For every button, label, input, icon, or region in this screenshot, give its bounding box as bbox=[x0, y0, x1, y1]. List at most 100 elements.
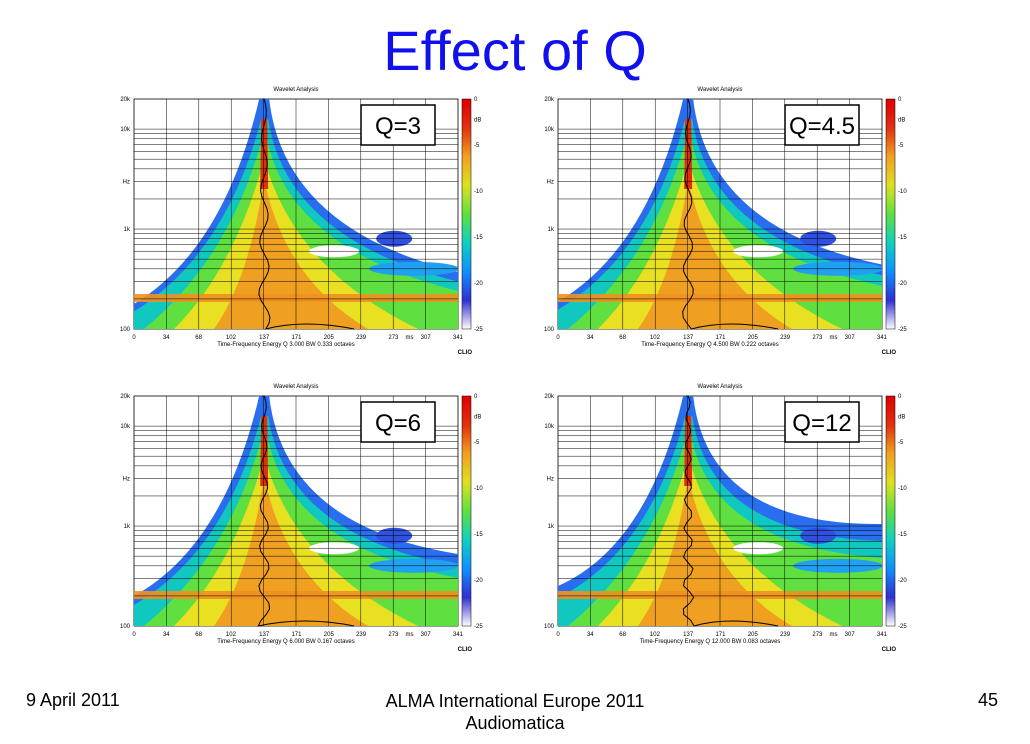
colorbar-tick-label: -5 bbox=[474, 143, 480, 149]
x-tick-label: 34 bbox=[587, 632, 594, 638]
colorbar-tick-label: dB bbox=[898, 118, 905, 124]
y-tick-label: 100 bbox=[120, 624, 131, 630]
brand-label: CLIO bbox=[882, 350, 897, 356]
svg-text:Q=6: Q=6 bbox=[375, 410, 421, 437]
x-tick-label: ms bbox=[830, 632, 838, 638]
x-tick-label: 273 bbox=[812, 632, 823, 638]
x-tick-label: ms bbox=[406, 335, 414, 341]
x-tick-label: 68 bbox=[195, 632, 202, 638]
page-number: 45 bbox=[977, 690, 998, 710]
y-tick-label: 100 bbox=[544, 624, 555, 630]
wavelet-panel-q4-5: Wavelet Analysis Q=4.5 20k 10k Hz 1k 100 0 34 68 1… bbox=[530, 84, 910, 374]
y-tick-label: 1k bbox=[124, 524, 131, 530]
energy-curve bbox=[682, 98, 779, 330]
x-tick-label: 0 bbox=[132, 632, 136, 638]
x-tick-label: 205 bbox=[748, 632, 759, 638]
colorbar bbox=[885, 395, 896, 627]
plot-title: Wavelet Analysis bbox=[697, 87, 742, 93]
y-tick-label: 10k bbox=[120, 127, 131, 133]
x-tick-label: ms bbox=[830, 335, 838, 341]
x-tick-label: 34 bbox=[163, 632, 170, 638]
x-tick-label: 307 bbox=[421, 632, 432, 638]
colorbar-tick-label: -10 bbox=[474, 486, 483, 492]
y-tick-label: 100 bbox=[544, 327, 555, 333]
x-tick-label: 0 bbox=[132, 335, 136, 341]
x-tick-label: 171 bbox=[291, 335, 302, 341]
x-tick-label: 239 bbox=[780, 632, 791, 638]
q-label: Q=12 bbox=[784, 401, 860, 443]
x-tick-label: 102 bbox=[226, 632, 237, 638]
x-tick-label: 171 bbox=[715, 335, 726, 341]
colorbar-tick-label: -15 bbox=[474, 235, 483, 241]
colorbar-tick-label: -15 bbox=[898, 532, 907, 538]
x-axis-caption: Time-Frequency Energy Q 4.500 BW 0.222 o… bbox=[641, 342, 779, 348]
x-tick-label: 0 bbox=[556, 632, 560, 638]
y-tick-label: 20k bbox=[120, 97, 131, 103]
x-tick-label: 171 bbox=[715, 632, 726, 638]
y-tick-label: 1k bbox=[124, 227, 131, 233]
brand-label: CLIO bbox=[882, 647, 897, 653]
plot-title: Wavelet Analysis bbox=[273, 384, 318, 390]
colorbar-tick-label: -25 bbox=[898, 624, 907, 630]
x-tick-label: 307 bbox=[845, 632, 856, 638]
colorbar-tick-label: -20 bbox=[898, 281, 907, 287]
colorbar-tick-label: dB bbox=[898, 415, 905, 421]
slide-title: Effect of Q bbox=[383, 19, 647, 82]
x-tick-label: ms bbox=[406, 632, 414, 638]
colorbar-tick-label: -25 bbox=[474, 327, 483, 333]
colorbar-tick-label: -15 bbox=[898, 235, 907, 241]
colorbar-tick-label: -10 bbox=[898, 189, 907, 195]
x-tick-label: 0 bbox=[556, 335, 560, 341]
colorbar-tick-label: -20 bbox=[474, 578, 483, 584]
x-tick-label: 205 bbox=[748, 335, 759, 341]
energy-curve bbox=[258, 98, 355, 330]
x-tick-label: 205 bbox=[324, 335, 335, 341]
colorbar bbox=[461, 395, 472, 627]
footer-event-name: ALMA International Europe 2011 bbox=[385, 691, 645, 711]
x-tick-label: 205 bbox=[324, 632, 335, 638]
y-tick-label: 10k bbox=[544, 424, 555, 430]
colorbar-tick-label: 0 bbox=[898, 97, 902, 103]
colorbar-tick-label: dB bbox=[474, 118, 481, 124]
wavelet-panel-q6: Wavelet Analysis Q=6 20k 10k Hz 1k 100 0 34 68 102… bbox=[106, 381, 486, 671]
x-axis-caption: Time-Frequency Energy Q 3.000 BW 0.333 o… bbox=[217, 342, 355, 348]
footer-date: 9 April 2011 bbox=[26, 690, 120, 710]
energy-curve bbox=[257, 395, 355, 627]
footer-event: ALMA International Europe 2011 Audiomati… bbox=[0, 690, 1030, 734]
q-label: Q=6 bbox=[360, 401, 436, 443]
brand-label: CLIO bbox=[458, 647, 473, 653]
plot-title: Wavelet Analysis bbox=[273, 87, 318, 93]
colorbar-tick-label: -5 bbox=[898, 440, 904, 446]
x-tick-label: 137 bbox=[683, 632, 694, 638]
y-tick-label: 10k bbox=[120, 424, 131, 430]
colorbar-tick-label: -5 bbox=[898, 143, 904, 149]
colorbar-tick-label: -10 bbox=[474, 189, 483, 195]
x-tick-label: 239 bbox=[356, 335, 367, 341]
svg-text:Q=4.5: Q=4.5 bbox=[789, 113, 855, 140]
wavelet-panel-q3: Wavelet Analysis Q=3 20k 10k Hz 1k 100 0 34 68 102… bbox=[106, 84, 486, 374]
x-tick-label: 273 bbox=[388, 335, 399, 341]
colorbar-tick-label: -15 bbox=[474, 532, 483, 538]
y-tick-label: 20k bbox=[120, 394, 131, 400]
colorbar-tick-label: 0 bbox=[474, 394, 478, 400]
x-tick-label: 137 bbox=[259, 632, 270, 638]
x-axis-caption: Time-Frequency Energy Q 12.000 BW 0.083 … bbox=[640, 639, 781, 645]
x-tick-label: 341 bbox=[453, 632, 464, 638]
brand-label: CLIO bbox=[458, 350, 473, 356]
y-tick-label: Hz bbox=[547, 476, 554, 482]
x-tick-label: 68 bbox=[619, 632, 626, 638]
x-tick-label: 68 bbox=[195, 335, 202, 341]
footer-company: Audiomatica bbox=[465, 713, 565, 733]
x-tick-label: 341 bbox=[453, 335, 464, 341]
colorbar-tick-label: -5 bbox=[474, 440, 480, 446]
y-tick-label: 100 bbox=[120, 327, 131, 333]
plot-title: Wavelet Analysis bbox=[697, 384, 742, 390]
y-tick-label: 10k bbox=[544, 127, 555, 133]
colorbar-tick-label: -25 bbox=[474, 624, 483, 630]
x-tick-label: 341 bbox=[877, 632, 888, 638]
x-tick-label: 34 bbox=[587, 335, 594, 341]
